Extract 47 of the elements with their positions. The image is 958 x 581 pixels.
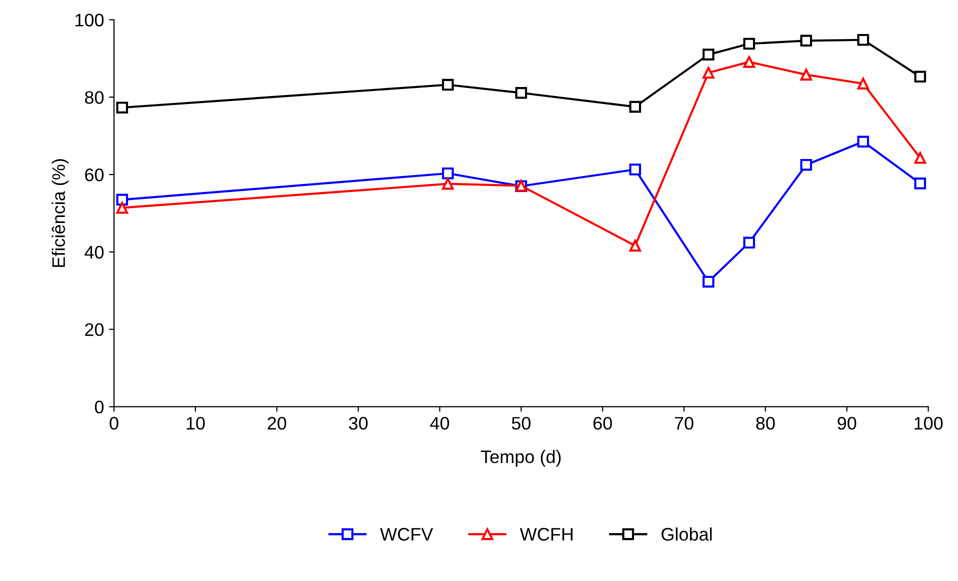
point	[914, 178, 926, 190]
y-tick-label: 20	[85, 323, 104, 336]
legend-label: WCFV	[380, 528, 434, 541]
point	[442, 167, 454, 180]
point	[857, 78, 870, 90]
point	[629, 240, 642, 252]
legend-label: WCFH	[520, 528, 573, 541]
legend-label: Global	[662, 527, 712, 541]
point	[702, 66, 714, 79]
point	[914, 70, 926, 83]
x-tick-label: 50	[512, 416, 530, 430]
point	[629, 100, 642, 113]
point	[743, 56, 756, 68]
y-tick-label: 0	[94, 400, 104, 414]
point	[800, 34, 812, 47]
y-tick-label: 40	[84, 246, 104, 259]
point	[857, 136, 870, 148]
x-axis-title: Tempo (d)	[480, 450, 561, 467]
y-axis-title: Eficiência (%)	[52, 159, 69, 267]
point	[442, 178, 454, 190]
x-tick-label: 30	[348, 416, 368, 430]
point	[442, 78, 454, 91]
point	[629, 164, 642, 176]
y-tick-label: 100	[76, 14, 104, 26]
point	[116, 194, 128, 206]
point	[914, 152, 926, 164]
point	[515, 86, 528, 99]
x-tick-label: 80	[756, 416, 775, 430]
x-tick-label: 40	[430, 416, 450, 430]
point	[743, 38, 756, 50]
point	[702, 48, 714, 60]
point	[857, 34, 870, 46]
x-tick-label: 70	[674, 416, 694, 430]
point	[800, 68, 812, 81]
point	[743, 236, 756, 249]
point	[116, 102, 128, 114]
y-tick-label: 80	[84, 91, 104, 104]
point	[702, 276, 714, 288]
x-tick-label: 100	[914, 416, 943, 430]
x-tick-label: 60	[593, 416, 612, 430]
point	[116, 202, 128, 214]
x-tick-label: 10	[186, 416, 205, 430]
y-tick-label: 60	[85, 168, 104, 182]
point	[800, 158, 812, 171]
x-tick-label: 0	[110, 416, 118, 430]
x-tick-label: 90	[838, 416, 856, 430]
x-tick-label: 20	[268, 416, 286, 430]
